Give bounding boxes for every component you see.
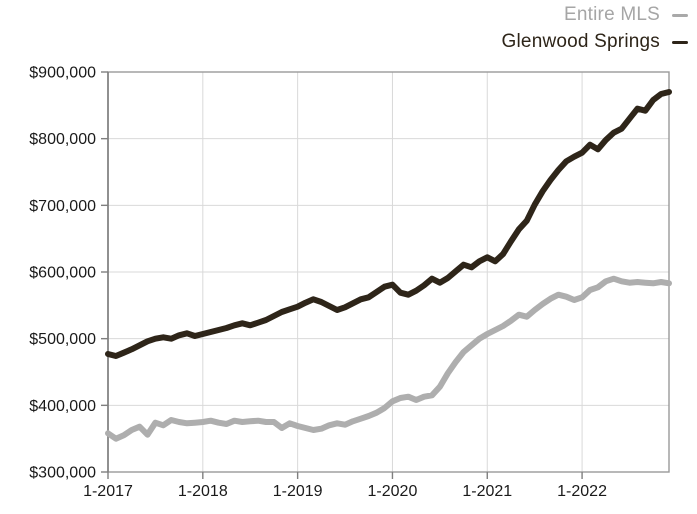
legend-line-swatch-entire-mls [672, 13, 688, 17]
chart-legend: Entire MLS Glenwood Springs [502, 3, 688, 54]
legend-label-glenwood-springs: Glenwood Springs [501, 31, 660, 52]
y-tick-label: $900,000 [29, 65, 96, 82]
legend-item-entire-mls: Entire MLS [564, 3, 688, 27]
legend-item-glenwood-springs: Glenwood Springs [502, 30, 688, 54]
y-tick-label: $300,000 [29, 465, 96, 482]
x-tick-label: 1-2021 [462, 483, 512, 500]
series-line-entire-mls [105, 275, 672, 442]
y-tick-label: $600,000 [29, 265, 96, 282]
x-tick-label: 1-2020 [368, 483, 418, 500]
legend-line-swatch-glenwood-springs [672, 40, 688, 44]
y-tick-label: $400,000 [29, 398, 96, 415]
y-tick-label: $700,000 [29, 198, 96, 215]
x-tick-label: 1-2017 [83, 483, 133, 500]
series-line-glenwood-springs [105, 89, 672, 359]
y-tick-label: $500,000 [29, 331, 96, 348]
legend-label-entire-mls: Entire MLS [564, 4, 660, 25]
x-tick-label: 1-2018 [178, 483, 228, 500]
x-tick-label: 1-2019 [273, 483, 323, 500]
y-tick-label: $800,000 [29, 131, 96, 148]
x-tick-label: 1-2022 [557, 483, 607, 500]
